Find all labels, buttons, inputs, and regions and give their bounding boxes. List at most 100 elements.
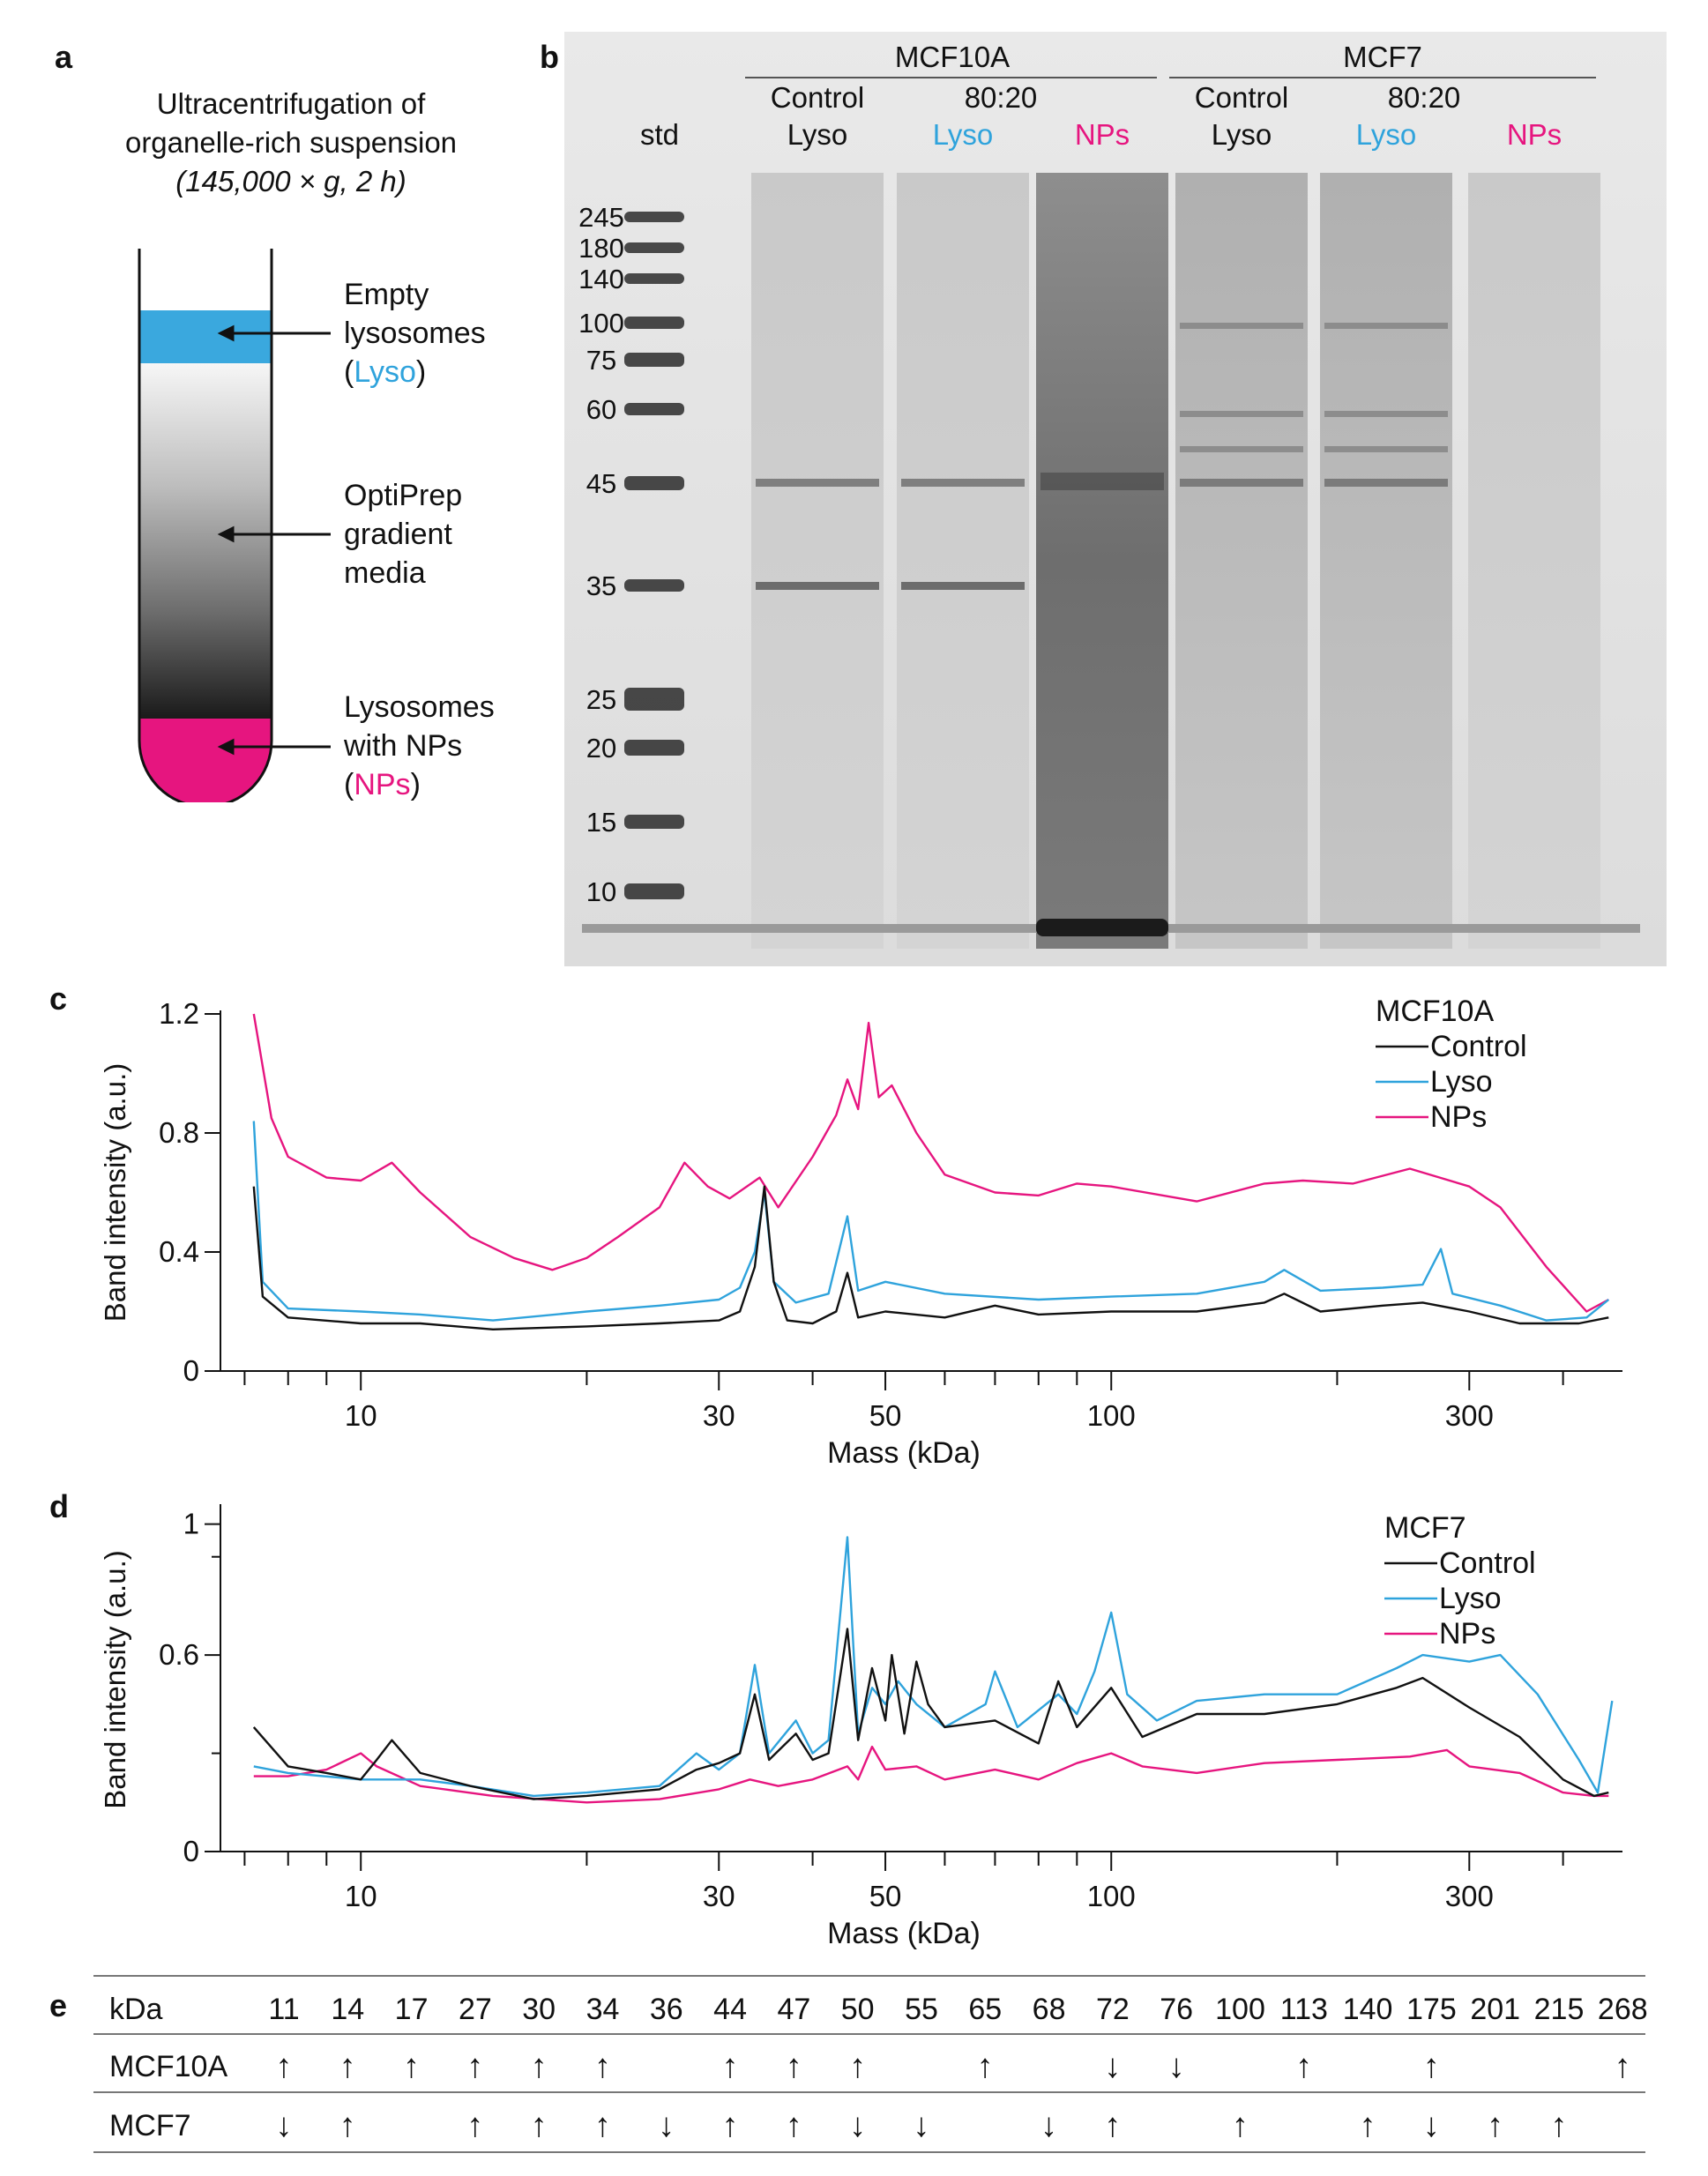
up-arrow-icon: ↑ [1614,2048,1631,2085]
table-column-header: 140 [1342,1993,1393,2026]
gel-lane-4 [1175,173,1308,949]
series-line-control [252,1185,1609,1330]
annotation-nps: Lysosomes with NPs (NPs) [344,690,495,801]
down-arrow-icon: ↓ [1040,2107,1058,2144]
table-row-label: MCF7 [109,2109,191,2142]
tube-outline [138,249,273,802]
marker-label: 25 [586,684,616,715]
marker-label: 75 [586,345,616,376]
panel-e-label: e [49,1987,68,2023]
x-tick-label: 100 [1087,1880,1136,1912]
up-arrow-icon: ↑ [1422,2048,1440,2085]
table-column-header: 215 [1533,1993,1585,2026]
sample-band [1180,411,1303,417]
panel-a-title-line2: organelle-rich suspension [124,126,458,159]
sub-header-8020-1: 80:20 [965,81,1038,114]
marker-label: 10 [586,876,616,907]
annotation-lyso: Empty lysosomes (Lyso) [344,278,486,389]
table-rule [93,1975,1645,1977]
up-arrow-icon: ↑ [403,2048,421,2085]
ladder-band [624,815,684,829]
up-arrow-icon: ↑ [785,2107,802,2144]
up-arrow-icon: ↑ [721,2107,739,2144]
table-column-header: 17 [394,1993,429,2026]
table-column-header: 100 [1215,1993,1265,2026]
legend-label: NPs [1439,1617,1495,1651]
table-column-header: 34 [585,1993,620,2026]
up-arrow-icon: ↑ [1359,2107,1376,2144]
legend-title: MCF10A [1376,995,1494,1028]
up-arrow-icon: ↑ [339,2107,356,2144]
table-column-header: 27 [458,1993,492,2026]
down-arrow-icon: ↓ [1104,2048,1122,2085]
table-column-header: 201 [1470,1993,1521,2026]
series-line-control [252,1628,1609,1800]
group-header-mcf10a: MCF10A [895,41,1010,73]
optiprep-gradient-layer [139,361,272,719]
lyso-band [139,310,272,363]
y-tick-label: 0.6 [159,1638,199,1671]
up-arrow-icon: ↑ [594,2107,611,2144]
panel-b-label: b [540,39,559,75]
nps-dye-band [1036,919,1168,936]
marker-label: 60 [586,394,616,425]
down-arrow-icon: ↓ [913,2107,930,2144]
legend-label: NPs [1430,1100,1487,1134]
x-tick-label: 300 [1445,1880,1494,1912]
sample-band-45 [901,479,1025,487]
table-column-header: 47 [777,1993,811,2026]
table-column-header: 72 [1095,1993,1130,2026]
up-arrow-icon: ↑ [1232,2107,1249,2144]
lane-label: std [640,118,679,151]
series-line-lyso [253,1536,1614,1798]
up-arrow-icon: ↑ [530,2048,548,2085]
down-arrow-icon: ↓ [1422,2107,1440,2144]
ladder-band [624,740,684,756]
y-tick-label: 0.4 [159,1235,199,1268]
sub-header-8020-2: 80:20 [1388,81,1461,114]
x-tick-label: 30 [703,1399,735,1432]
panel-a-title: Ultracentrifugation of organelle-rich su… [88,85,494,201]
table-column-header: 65 [968,1993,1003,2026]
ladder-band [624,403,684,415]
legend-label: Control [1430,1030,1527,1063]
marker-label: 15 [586,807,616,838]
up-arrow-icon: ↑ [785,2048,802,2085]
x-tick-label: 10 [345,1880,377,1912]
x-tick-label: 50 [869,1399,902,1432]
lane-label: Lyso [1212,118,1272,151]
down-arrow-icon: ↓ [1167,2048,1185,2085]
ladder-band [624,212,684,222]
panel-a-title-line1: Ultracentrifugation of [156,87,426,120]
lane-label: NPs [1075,118,1130,151]
legend-label: Control [1439,1546,1536,1580]
sample-band-35 [756,582,879,590]
table-column-header: 44 [713,1993,747,2026]
sample-band [1180,446,1303,452]
chart-c: 10 30 50 100 300 0 0.4 0.8 1.2 Mass (kDa) Band int… [99,995,1622,1470]
sample-band [1180,323,1303,329]
up-arrow-icon: ↑ [530,2107,548,2144]
marker-label: 35 [586,570,616,601]
table-column-header: 11 [268,1993,300,2026]
up-arrow-icon: ↑ [721,2048,739,2085]
table-column-header: 50 [840,1993,875,2026]
ladder-band [624,883,684,899]
sample-band-45 [756,479,879,487]
series-line-lyso [252,1121,1610,1322]
x-tick-label: 30 [703,1880,735,1912]
down-arrow-icon: ↓ [275,2107,293,2144]
gel-lane-5 [1320,173,1452,949]
gel-lane-3 [1036,173,1168,949]
table-header-label: kDa [109,1993,163,2026]
x-tick-label: 50 [869,1880,902,1912]
up-arrow-icon: ↑ [976,2048,994,2085]
ladder-band [624,353,684,367]
y-tick-label: 0.8 [159,1116,199,1149]
gel-lane-1 [751,173,884,949]
sub-header-control-1: Control [771,81,864,114]
table-column-header: 76 [1160,1993,1194,2026]
table-column-header: 36 [649,1993,683,2026]
y-tick-label: 0 [183,1835,199,1867]
ladder-band [624,688,684,711]
